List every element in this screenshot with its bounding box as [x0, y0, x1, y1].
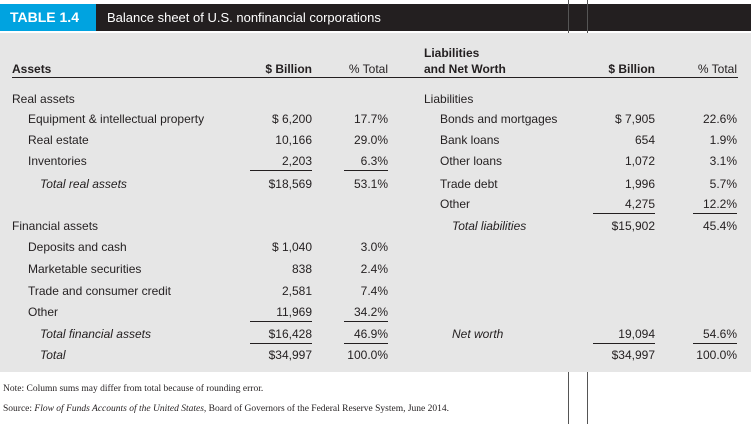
header-assets: Assets — [12, 62, 52, 76]
divider — [568, 372, 569, 424]
asset-row-pct: 34.2% — [344, 305, 388, 322]
asset-row-pct: 53.1% — [353, 177, 388, 191]
liability-row-value: $34,997 — [611, 348, 655, 362]
liability-row-label: Net worth — [452, 327, 504, 341]
liability-row-pct: 22.6% — [702, 112, 737, 126]
divider — [587, 372, 588, 424]
liability-row-value: 19,094 — [593, 327, 655, 344]
liability-row-value: 1,996 — [624, 177, 655, 191]
table-number: TABLE 1.4 — [0, 4, 96, 31]
source-title: Flow of Funds Accounts of the United Sta… — [34, 404, 204, 414]
asset-row-label: Total financial assets — [40, 327, 151, 341]
divider — [568, 0, 569, 33]
liability-row-label: Bonds and mortgages — [440, 112, 558, 126]
liability-row-label: Total liabilities — [452, 219, 527, 233]
asset-row-label: Inventories — [28, 154, 87, 168]
asset-row-pct: 7.4% — [360, 284, 388, 298]
liability-row-pct: 1.9% — [709, 133, 737, 147]
asset-row-pct: 100.0% — [347, 348, 388, 362]
header-rule — [12, 77, 738, 78]
asset-row-value: 11,969 — [250, 305, 312, 322]
liability-row-pct: 3.1% — [709, 154, 737, 168]
asset-row-value: $ 1,040 — [271, 240, 312, 254]
liability-row-label: Bank loans — [440, 133, 500, 147]
asset-row-label: Total — [40, 348, 66, 362]
asset-row-pct: 29.0% — [353, 133, 388, 147]
liability-row-label: Other loans — [440, 154, 503, 168]
liability-row-value: 4,275 — [593, 197, 655, 214]
asset-row-value: $ 6,200 — [271, 112, 312, 126]
liability-row-pct: 100.0% — [696, 348, 737, 362]
liability-row-pct: 54.6% — [693, 327, 737, 344]
header-pct-right: % Total — [697, 62, 737, 76]
liability-row-label: Liabilities — [424, 92, 474, 106]
divider — [587, 0, 588, 33]
asset-row-value: 2,581 — [281, 284, 312, 298]
asset-row-pct: 2.4% — [360, 262, 388, 276]
source-prefix: Source: — [3, 404, 35, 414]
source-rest: , Board of Governors of the Federal Rese… — [203, 404, 450, 414]
asset-row-pct: 6.3% — [344, 154, 388, 171]
asset-row-label: Other — [28, 305, 59, 319]
table-source: Source: Flow of Funds Accounts of the Un… — [3, 404, 449, 414]
table-title: Balance sheet of U.S. nonfinancial corpo… — [107, 10, 381, 25]
liability-row-pct: 45.4% — [702, 219, 737, 233]
asset-row-pct: 46.9% — [344, 327, 388, 344]
asset-row-label: Financial assets — [12, 219, 99, 233]
asset-row-value: 838 — [291, 262, 312, 276]
table-title-bar — [0, 4, 751, 31]
table-note: Note: Column sums may differ from total … — [3, 384, 264, 394]
asset-row-label: Trade and consumer credit — [28, 284, 171, 298]
asset-row-label: Total real assets — [40, 177, 127, 191]
liability-row-value: 1,072 — [624, 154, 655, 168]
asset-row-value: 2,203 — [250, 154, 312, 171]
table-body — [0, 33, 751, 372]
asset-row-value: $16,428 — [250, 327, 312, 344]
asset-row-value: $18,569 — [268, 177, 312, 191]
header-net-worth: and Net Worth — [424, 62, 506, 76]
asset-row-label: Deposits and cash — [28, 240, 127, 254]
asset-row-pct: 3.0% — [360, 240, 388, 254]
liability-row-value: $ 7,905 — [614, 112, 655, 126]
header-billion-left: $ Billion — [265, 62, 312, 76]
asset-row-value: 10,166 — [275, 133, 312, 147]
asset-row-label: Real assets — [12, 92, 75, 106]
liability-row-label: Other — [440, 197, 471, 211]
asset-row-value: $34,997 — [268, 348, 312, 362]
asset-row-label: Equipment & intellectual property — [28, 112, 205, 126]
asset-row-label: Marketable securities — [28, 262, 142, 276]
liability-row-value: $15,902 — [611, 219, 655, 233]
liability-row-pct: 5.7% — [709, 177, 737, 191]
liability-row-pct: 12.2% — [693, 197, 737, 214]
asset-row-label: Real estate — [28, 133, 89, 147]
liability-row-label: Trade debt — [440, 177, 498, 191]
liability-row-value: 654 — [634, 133, 655, 147]
header-pct-left: % Total — [348, 62, 388, 76]
header-liabilities: Liabilities — [424, 46, 480, 60]
header-billion-right: $ Billion — [608, 62, 655, 76]
asset-row-pct: 17.7% — [353, 112, 388, 126]
